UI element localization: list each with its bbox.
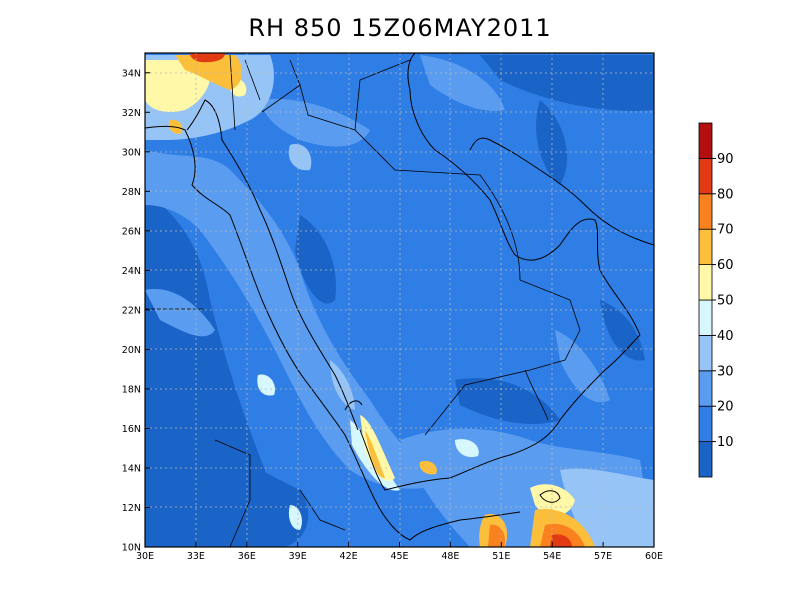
colorbar-label: 90 — [717, 152, 734, 167]
coast-somalia-north — [409, 511, 521, 541]
x-tick-label: 48E — [441, 551, 459, 562]
coast-red-sea-east — [186, 99, 359, 431]
coastlines — [145, 53, 654, 541]
border-iraq — [289, 59, 411, 131]
rh-band-30-40-iraq — [420, 55, 505, 111]
gridlines — [145, 53, 654, 547]
rh-band-40-50-jordan-blob — [288, 144, 312, 171]
rh-band-80-90-sea — [550, 534, 572, 547]
y-tick-label: 26N — [122, 226, 141, 237]
x-tick-label: 36E — [238, 551, 256, 562]
y-tick-label: 34N — [122, 68, 141, 79]
colorbar-segment — [698, 334, 713, 372]
rh-band-60-70-yemen — [365, 430, 385, 479]
x-tick-label: 45E — [390, 551, 408, 562]
coast-farasan — [344, 400, 363, 411]
rh-band-40-50-se — [560, 468, 654, 547]
colorbar-segment — [698, 157, 713, 195]
coast-red-sea-west — [145, 125, 411, 541]
border-yemen-oman — [524, 369, 549, 421]
x-tick-label: 60E — [645, 551, 663, 562]
y-tick-label: 32N — [122, 108, 141, 119]
x-tick-label: 51E — [492, 551, 510, 562]
colorbar-segment — [698, 264, 713, 301]
y-tick-label: 18N — [122, 384, 141, 395]
rh-band-dark-north — [480, 55, 654, 111]
border-saudi — [261, 84, 581, 436]
y-tick-label: 24N — [122, 266, 141, 277]
colorbar-label: 30 — [717, 364, 734, 379]
x-tick-label: 54E — [543, 551, 561, 562]
border-sudan-ethiopia — [214, 439, 251, 547]
coast-arabia-south — [359, 334, 641, 491]
colorbar-segment — [698, 193, 713, 230]
coast-socotra — [539, 490, 561, 503]
rh-band-60-70-blob — [419, 460, 437, 475]
rh-band-30-40-north — [260, 99, 370, 147]
rh-band-dark-gulf — [536, 100, 568, 185]
colorbar-label: 40 — [717, 329, 734, 344]
colorbar-segment — [698, 299, 713, 336]
colorbar — [698, 122, 713, 478]
map-title: RH 850 15Z06MAY2011 — [248, 14, 552, 42]
x-tick-label: 33E — [187, 551, 205, 562]
colorbar-segment — [698, 405, 713, 443]
y-tick-label: 10N — [122, 543, 141, 554]
x-axis-ticks: 30E 33E 36E 39E 42E 45E 48E 51E 54E 57E 60E — [136, 542, 663, 562]
coast-iran — [469, 137, 654, 246]
colorbar-segment — [698, 370, 713, 407]
y-tick-label: 20N — [122, 345, 141, 356]
y-tick-label: 22N — [122, 305, 141, 316]
y-tick-label: 30N — [122, 147, 141, 158]
rh-band-dark-south — [455, 378, 560, 425]
coast-gulf — [407, 53, 641, 336]
rh-band-30-40-west — [145, 150, 450, 489]
colorbar-segment — [698, 441, 713, 478]
rh-band-40-50-blob — [455, 439, 479, 458]
rh-band-30-40-egypt — [145, 289, 215, 337]
y-tick-label: 28N — [122, 187, 141, 198]
rh-band-dark-sudan — [215, 440, 309, 547]
rh-band-dark-arabian-sea — [600, 300, 645, 361]
rh-band-40-50-sudan-blob — [257, 374, 276, 396]
colorbar-label: 10 — [717, 435, 734, 450]
colorbar-segment — [698, 122, 713, 159]
colorbar-labels: 10 20 30 40 50 60 70 80 90 — [712, 152, 734, 450]
colorbar-label: 60 — [717, 258, 734, 273]
rh-band-40-50-asir — [330, 360, 355, 410]
x-tick-label: 39E — [289, 551, 307, 562]
rh-band-60-70-north — [175, 55, 242, 90]
rh-field — [145, 53, 654, 547]
border-levant — [229, 54, 261, 131]
colorbar-label: 70 — [717, 223, 734, 238]
y-axis-ticks: 10N 12N 14N 16N 18N 20N 22N 24N 26N 28N 30N 32N 34N — [122, 68, 150, 554]
rh-band-40-50-ethiopia-blob — [288, 505, 302, 530]
rh-band-30-40-oman — [555, 330, 610, 403]
y-tick-label: 16N — [122, 424, 141, 435]
x-tick-label: 57E — [594, 551, 612, 562]
rh-band-50-60-yemen — [360, 415, 395, 481]
rh-band-70-80-somalia — [488, 524, 506, 547]
rh-band-50-60-socotra — [530, 484, 575, 516]
y-tick-label: 12N — [122, 503, 141, 514]
colorbar-label: 50 — [717, 294, 734, 309]
colorbar-label: 80 — [717, 187, 734, 202]
rh-band-dark-interior — [295, 215, 336, 304]
colorbar-segment — [698, 228, 713, 265]
x-tick-label: 42E — [340, 551, 358, 562]
colorbar-label: 20 — [717, 400, 734, 415]
borders — [145, 54, 581, 547]
x-tick-label: 30E — [136, 551, 154, 562]
rh-band-80-90-north — [190, 53, 225, 63]
border-ethiopia-eritrea — [299, 489, 346, 531]
y-tick-label: 14N — [122, 463, 141, 474]
